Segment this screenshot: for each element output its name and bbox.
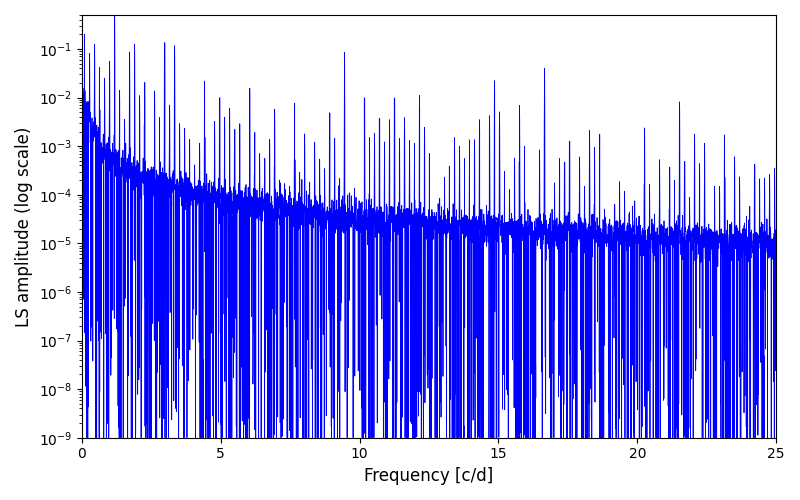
X-axis label: Frequency [c/d]: Frequency [c/d] [364,467,494,485]
Y-axis label: LS amplitude (log scale): LS amplitude (log scale) [15,126,33,326]
